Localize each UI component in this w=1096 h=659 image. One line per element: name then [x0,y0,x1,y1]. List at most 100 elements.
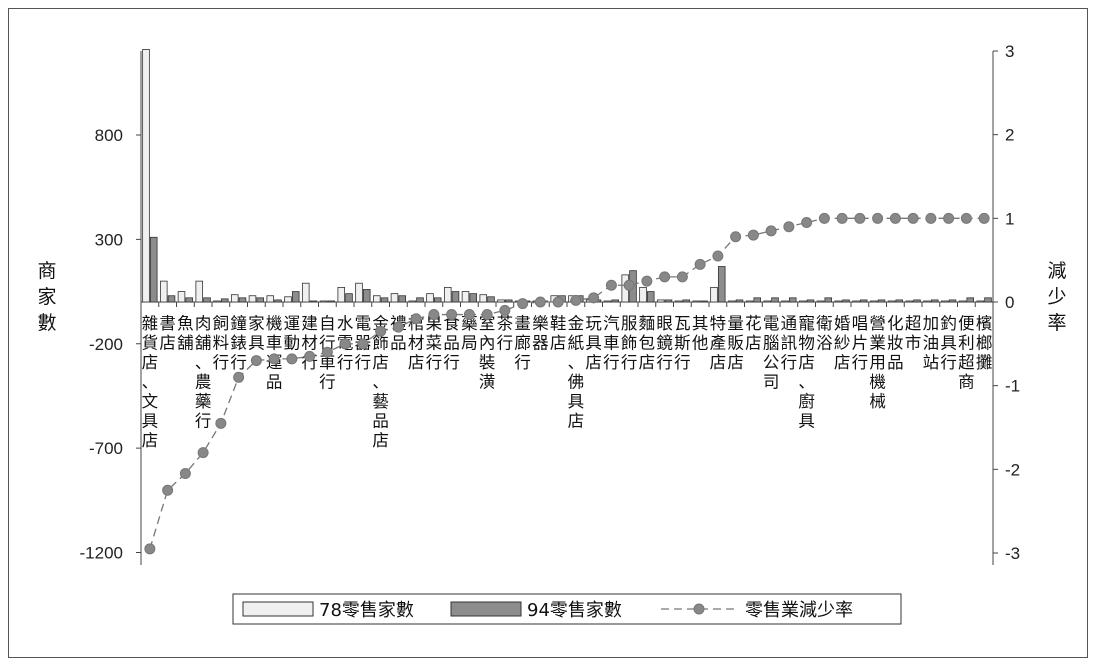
bar-94 [824,297,833,303]
bar-78 [159,280,168,303]
left-axis-title-char: 家 [37,286,56,308]
rate-point [730,231,742,243]
bar-78 [727,300,736,303]
left-axis-title-char: 商 [37,260,56,282]
bar-94 [895,299,904,303]
category-label: 自行車行 [319,314,336,392]
right-tick-label: -2 [1005,460,1020,479]
right-tick-label: 1 [1005,209,1014,228]
bar-78 [497,299,505,303]
rate-point [410,313,422,325]
rate-point [641,275,653,287]
bar-78 [461,291,470,303]
category-label: 建材行 [301,314,318,372]
bar-94 [842,299,850,303]
category-label: 營業用機械 [869,314,886,411]
bar-78 [710,286,718,303]
rate-point [801,217,813,229]
rate-point [357,338,369,350]
bar-78 [319,300,328,303]
bar-94 [256,297,265,303]
category-label: 通訊行 [781,314,798,372]
bar-78 [195,280,204,303]
left-tick-label: 800 [95,126,123,145]
bar-78 [372,295,381,303]
bar-78 [798,300,807,303]
rate-point [233,371,245,383]
legend-swatch-94 [450,601,522,617]
bar-78 [852,300,860,303]
bar-94 [646,291,655,303]
category-label: 食品行 [443,314,460,372]
category-label: 樂器 [532,314,549,353]
category-label: 果菜行 [426,314,443,372]
legend-label-78: 78零售家數 [319,600,414,621]
bar-94 [469,293,478,303]
bar-94 [185,297,194,303]
right-axis-title-char: 率 [1047,312,1066,334]
rate-point [712,250,724,262]
bar-78 [887,300,896,303]
bar-78 [692,300,701,303]
rate-point [765,225,777,237]
rate-point [162,484,174,496]
rate-point [534,296,546,308]
bar-94 [487,296,495,303]
rate-point [943,212,955,224]
rate-point [605,279,617,291]
rate-point [392,321,404,333]
bar-94 [682,299,691,303]
rate-point [517,298,529,310]
bar-94 [149,236,158,303]
bar-94 [771,297,779,303]
rate-point [499,304,511,316]
rate-point [623,279,635,291]
rate-point [676,271,688,283]
category-label: 金飾店、藝品店 [372,314,389,450]
right-tick-label: 3 [1005,42,1014,61]
legend-box [232,593,902,625]
category-label: 肉舖、農藥行 [195,314,212,431]
bar-78 [763,300,772,303]
category-label: 藥局 [461,314,478,353]
bar-94 [416,297,424,303]
rate-point [907,212,919,224]
category-label: 花店 [745,314,762,353]
bar-78 [958,300,967,303]
bar-78 [923,300,931,303]
legend-swatch-78 [242,601,314,617]
category-label: 量販店 [727,314,744,372]
bar-94 [327,300,336,303]
rate-point [179,468,191,480]
bar-94 [238,297,247,303]
right-tick-label: -1 [1005,377,1020,396]
right-tick-label: -3 [1005,544,1020,563]
bar-78 [213,300,221,303]
bar-94 [859,299,868,303]
rate-point [854,212,866,224]
category-label: 畫廊行 [514,314,531,372]
legend-label-rate: 零售業減少率 [745,600,853,621]
category-label: 禮品 [390,314,407,353]
category-label: 書店 [159,314,176,353]
bar-78 [479,294,488,303]
category-label: 寵物店、廚具 [798,314,815,431]
category-label: 化妝品 [887,314,904,372]
right-tick-label: 2 [1005,126,1014,145]
bar-78 [816,300,825,303]
category-label: 婚紗店 [834,314,851,372]
category-label: 魚舖 [177,314,194,353]
left-tick-label: 300 [95,230,123,249]
rate-point [588,292,600,304]
bar-94 [611,299,620,303]
rate-point [960,212,972,224]
bar-94 [753,297,762,303]
bar-78 [142,49,150,303]
bar-94 [345,293,353,303]
bar-78 [745,300,754,303]
category-label: 家具 [248,314,265,353]
rate-point [889,212,901,224]
category-label: 水電行 [337,314,354,372]
rate-point [375,325,387,337]
category-label: 金紙、佛具店 [568,314,585,431]
